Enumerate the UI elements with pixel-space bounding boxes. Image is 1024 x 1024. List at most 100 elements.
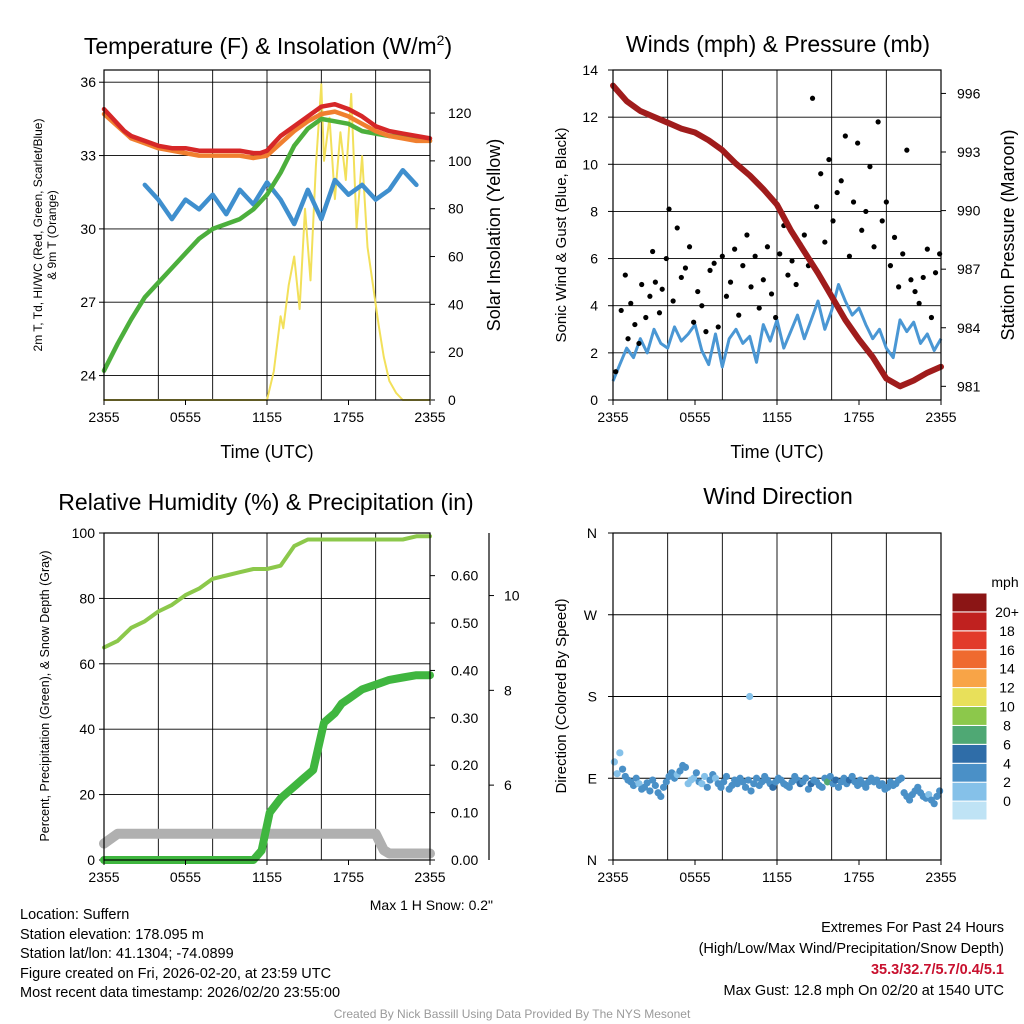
colorbar-label: 6: [1003, 736, 1011, 752]
colorbar-swatch: [951, 781, 988, 802]
gust-point: [834, 189, 840, 196]
gust-point: [711, 260, 717, 266]
gust-point: [826, 156, 832, 163]
gust-point: [830, 218, 836, 224]
wind-direction-point: [711, 774, 720, 782]
gust-point: [650, 248, 656, 255]
wind-direction-point: [826, 772, 834, 781]
wind-direction-point: [613, 770, 621, 778]
winds-x-tick-label: 1755: [843, 409, 874, 425]
gust-point: [785, 272, 791, 278]
precip-y-tick-label: 0.00: [451, 852, 478, 868]
series-hi-wc: [142, 167, 419, 227]
wind-direction-point: [681, 763, 690, 771]
gust-point: [928, 314, 935, 321]
wind-direction-point: [862, 783, 870, 791]
gust-point: [744, 232, 750, 238]
gust-point: [814, 204, 820, 210]
rh-x-tick-label: 1755: [333, 869, 364, 885]
gust-point: [875, 119, 881, 125]
temp-y-axis-label-line1: 2m T, Td, HI/WC (Red, Green, Scarlet/Blu…: [31, 119, 45, 352]
gust-point: [691, 319, 697, 325]
winds-chart-title: Winds (mph) & Pressure (mb): [626, 31, 930, 57]
gust-point: [932, 270, 939, 276]
wind-direction-point: [804, 785, 813, 793]
winds-y-tick-label: 8: [590, 203, 598, 219]
wdir-y-tick-label: N: [587, 525, 597, 541]
colorbar-swatch: [951, 743, 988, 764]
gust-point: [924, 246, 930, 252]
wind-direction-point: [878, 780, 886, 788]
temp-y-tick-label: 24: [80, 368, 96, 384]
temp-x-tick-label: 2355: [88, 409, 119, 425]
precip-y-tick-label: 0.60: [451, 568, 478, 584]
wind-direction-point: [785, 783, 793, 791]
gust-point: [686, 244, 693, 250]
winds-x-axis-label: Time (UTC): [730, 442, 823, 462]
wind-direction-point: [854, 781, 862, 790]
gust-point: [613, 369, 619, 375]
elevation-text: Station elevation: 178.095 m: [20, 926, 204, 943]
colorbar-label: 16: [999, 642, 1015, 658]
wind-direction-point: [788, 778, 796, 786]
colorbar-label: 2: [1003, 774, 1011, 790]
series-relative-humidity: [102, 534, 432, 650]
winds-y-tick-label: 10: [582, 156, 598, 172]
precip-y-tick-label: 0.20: [451, 757, 478, 773]
gust-point: [842, 133, 848, 139]
gust-point: [643, 314, 649, 321]
wind-direction-point: [840, 774, 848, 782]
precip-y-tick-label: 0.40: [451, 662, 478, 678]
wind-direction-point: [657, 792, 665, 801]
gust-point: [748, 284, 754, 290]
series-9m-t: [101, 109, 433, 161]
winds-y-tick-label: 14: [582, 62, 598, 78]
rh-y-axis-label: Percent, Precipitation (Green), & Snow D…: [38, 550, 52, 841]
series-td: [101, 116, 433, 373]
colorbar-swatch: [951, 687, 988, 707]
temp-y-tick-label: 27: [80, 294, 96, 310]
winds-y-axis-label: Sonic Wind & Gust (Blue, Black): [553, 127, 570, 342]
gust-point: [695, 288, 701, 295]
gust-point: [883, 199, 889, 205]
wind-direction-point: [873, 776, 881, 784]
insolation-y-tick-label: 60: [448, 249, 464, 265]
gust-point: [879, 218, 885, 224]
insolation-y-tick-label: 100: [448, 153, 472, 169]
rh-y-tick-label: 100: [72, 525, 96, 541]
wind-direction-point: [643, 779, 651, 787]
pressure-y-tick-label: 996: [957, 85, 981, 101]
wind-direction-point: [728, 781, 736, 790]
gust-point: [678, 274, 684, 281]
colorbar-swatch: [951, 762, 988, 783]
wind-direction-point: [750, 780, 758, 788]
gust-point: [756, 305, 762, 311]
wind-direction-point: [739, 778, 747, 786]
gust-point: [887, 263, 894, 269]
wind-direction-point: [936, 787, 944, 795]
series-solar-insolation: [103, 83, 431, 401]
wdir-x-tick-label: 2355: [597, 869, 628, 885]
wind-direction-point: [649, 776, 657, 784]
colorbar-swatch: [951, 668, 988, 689]
wind-direction-point: [659, 783, 668, 791]
gust-point: [768, 291, 775, 297]
gust-point: [618, 307, 624, 314]
wind-direction-point: [746, 692, 754, 701]
temp-y-tick-label: 33: [80, 148, 96, 164]
wind-direction-point: [703, 783, 711, 791]
wind-direction-point: [741, 783, 750, 791]
temp-x-axis-label: Time (UTC): [220, 442, 313, 462]
pressure-y-tick-label: 984: [957, 320, 981, 336]
wind-direction-point: [690, 774, 698, 782]
insolation-y-axis-label: Solar Insolation (Yellow): [484, 139, 504, 331]
colorbar-label: 10: [999, 699, 1015, 715]
wind-direction-point: [700, 772, 709, 781]
wdir-x-tick-label: 2355: [925, 869, 956, 885]
temp-x-tick-label: 0555: [170, 409, 201, 425]
colorbar-label: 20+: [995, 604, 1019, 620]
colorbar-label: 4: [1003, 755, 1011, 771]
winds-x-tick-label: 2355: [597, 409, 628, 425]
wind-direction-point: [925, 791, 933, 799]
wind-direction-title: Wind Direction: [703, 483, 853, 509]
